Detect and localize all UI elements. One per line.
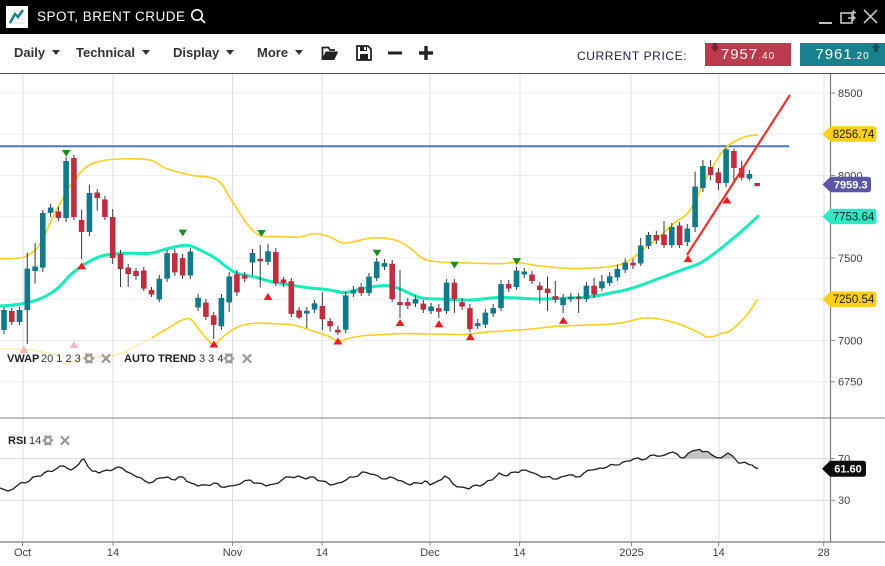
svg-text:14: 14 [513, 547, 525, 559]
svg-text:RSI: RSI [8, 435, 26, 447]
svg-text:8500: 8500 [838, 88, 862, 100]
svg-text:7753.64: 7753.64 [833, 211, 875, 223]
svg-text:AUTO TREND: AUTO TREND [124, 353, 196, 365]
svg-text:7959.3: 7959.3 [834, 179, 868, 191]
svg-text:30: 30 [838, 495, 850, 507]
svg-text:61.60: 61.60 [834, 464, 862, 476]
svg-text:7500: 7500 [838, 253, 862, 265]
svg-text:Oct: Oct [14, 547, 31, 559]
svg-text:8256.74: 8256.74 [833, 129, 875, 141]
svg-text:Dec: Dec [420, 547, 440, 559]
svg-text:VWAP: VWAP [7, 353, 39, 365]
svg-text:20 1 2 3: 20 1 2 3 [41, 353, 81, 365]
svg-text:Nov: Nov [223, 547, 243, 559]
svg-text:14: 14 [107, 547, 119, 559]
svg-text:14: 14 [316, 547, 328, 559]
svg-text:2025: 2025 [619, 547, 643, 559]
svg-text:14: 14 [712, 547, 724, 559]
svg-text:28: 28 [818, 547, 830, 559]
svg-text:7000: 7000 [838, 335, 862, 347]
svg-text:3 3 4: 3 3 4 [199, 353, 223, 365]
svg-text:6750: 6750 [838, 377, 862, 389]
svg-text:14: 14 [29, 435, 41, 447]
svg-text:7250.54: 7250.54 [833, 294, 875, 306]
